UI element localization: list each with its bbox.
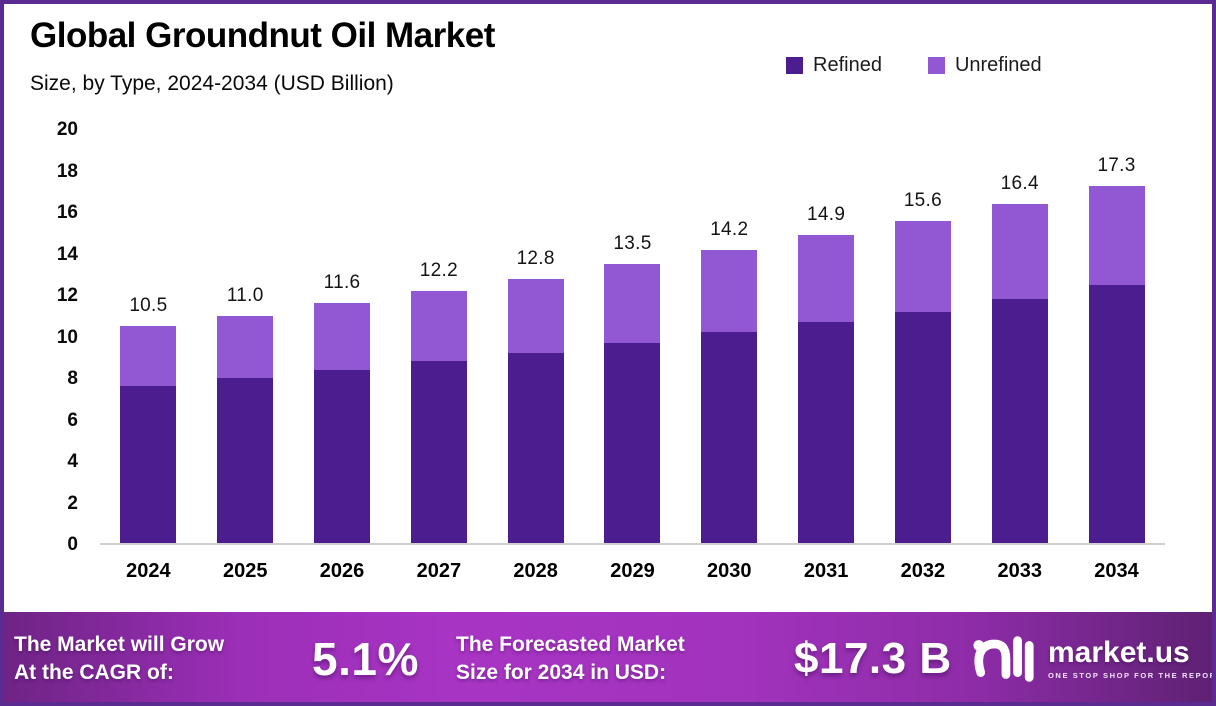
bar-segment-refined-2026 (314, 369, 371, 543)
bar-2032: 15.6 (875, 130, 972, 543)
unrefined-swatch-icon (927, 57, 945, 74)
marketus-logo: market.us ONE STOP SHOP FOR THE REPORTS (972, 632, 1216, 686)
bar-total-label-2030: 14.2 (710, 218, 749, 240)
bar-segment-unrefined-2032 (894, 220, 951, 312)
bar-total-label-2025: 11.0 (226, 284, 264, 306)
y-tick-label: 0 (67, 534, 78, 555)
x-tick-label-2030: 2030 (707, 560, 752, 582)
bar-2027: 12.2 (390, 130, 487, 543)
cagr-label-line2: At the CAGR of: (14, 661, 174, 684)
cagr-value: 5.1% (312, 633, 419, 685)
x-tick-label-2027: 2027 (416, 560, 462, 582)
y-axis: 0 2 4 6 8 10 12 14 16 18 20 (30, 119, 78, 555)
bar-segment-refined-2034 (1088, 284, 1145, 543)
bar-2033: 16.4 (971, 130, 1068, 543)
bar-segment-refined-2025 (217, 377, 274, 543)
bar-segment-unrefined-2031 (798, 235, 855, 323)
x-tick-label-2028: 2028 (513, 560, 558, 582)
logo-text-block: market.us ONE STOP SHOP FOR THE REPORTS (1048, 636, 1216, 681)
bar-segment-refined-2030 (701, 332, 758, 543)
bar-2026: 11.6 (294, 130, 391, 543)
bar-segment-refined-2024 (120, 386, 177, 543)
bar-total-label-2034: 17.3 (1097, 154, 1136, 176)
bar-total-label-2031: 14.9 (807, 204, 846, 226)
bar-segment-unrefined-2028 (507, 278, 564, 354)
plot-area: 10.5 11.0 11.6 12.2 12.8 13.5 14.2 14.9 15.6 16.4… (100, 130, 1165, 545)
y-tick-label: 4 (67, 451, 78, 472)
bar-2028: 12.8 (487, 130, 584, 543)
logo-name: market.us (1048, 636, 1190, 669)
bottom-banner: The Market will Grow At the CAGR of: 5.1… (0, 612, 1216, 706)
y-tick-label: 12 (56, 285, 78, 306)
y-tick-label: 18 (56, 160, 78, 182)
cagr-label-line1: The Market will Grow (14, 633, 225, 656)
forecast-label: The Forecasted Market Size for 2034 in U… (456, 631, 685, 687)
bars-container: 10.5 11.0 11.6 12.2 12.8 13.5 14.2 14.9 15.6 16.4… (100, 130, 1165, 543)
bar-2024: 10.5 (100, 130, 197, 543)
bar-2029: 13.5 (584, 130, 681, 543)
forecast-label-line1: The Forecasted Market (456, 633, 685, 656)
bar-segment-unrefined-2024 (120, 326, 177, 387)
y-tick-label: 2 (67, 492, 78, 514)
y-tick-label: 14 (56, 243, 78, 265)
bar-total-label-2027: 12.2 (419, 260, 458, 282)
x-tick-label-2033: 2033 (997, 560, 1042, 582)
legend-item-unrefined: Unrefined (927, 54, 1042, 77)
bar-segment-refined-2031 (798, 322, 855, 543)
bar-total-label-2026: 11.6 (323, 272, 361, 294)
x-tick-label-2032: 2032 (900, 560, 946, 582)
forecast-label-line2: Size for 2034 in USD: (456, 661, 667, 684)
bar-segment-unrefined-2027 (410, 291, 467, 362)
y-tick-label: 6 (67, 409, 78, 431)
cagr-label: The Market will Grow At the CAGR of: (14, 631, 224, 687)
bar-segment-unrefined-2026 (314, 303, 371, 370)
bar-2034: 17.3 (1068, 130, 1165, 543)
x-tick-label-2031: 2031 (803, 560, 849, 582)
bar-segment-unrefined-2029 (604, 264, 661, 343)
forecast-value: $17.3 B (794, 634, 952, 683)
bar-segment-refined-2028 (507, 353, 564, 543)
refined-swatch-icon (786, 57, 803, 74)
bar-2025: 11.0 (197, 130, 294, 543)
y-tick-label: 10 (56, 326, 78, 348)
bar-total-label-2029: 13.5 (613, 233, 652, 255)
x-tick-label-2026: 2026 (319, 560, 365, 582)
bar-segment-refined-2029 (604, 342, 661, 543)
bar-segment-refined-2033 (991, 299, 1048, 543)
x-axis: 2024 2025 2026 2027 2028 2029 2030 2031 2032 2033… (100, 560, 1165, 583)
page-subtitle: Size, by Type, 2024-2034 (USD Billion) (30, 72, 394, 95)
legend-label: Refined (813, 54, 882, 76)
y-tick-label: 20 (56, 119, 78, 140)
chart-legend: Refined Unrefined (786, 54, 1042, 77)
marketus-logo-icon (973, 636, 1034, 682)
bar-total-label-2028: 12.8 (516, 247, 555, 269)
y-tick-label: 8 (67, 368, 78, 389)
logo-tagline: ONE STOP SHOP FOR THE REPORTS (1048, 671, 1216, 680)
bar-segment-refined-2032 (894, 311, 951, 543)
y-tick-label: 16 (56, 202, 78, 223)
legend-label: Unrefined (954, 54, 1042, 76)
bar-2031: 14.9 (778, 130, 875, 543)
bar-segment-unrefined-2025 (217, 315, 274, 378)
bar-segment-unrefined-2033 (991, 204, 1048, 300)
legend-item-refined: Refined (786, 54, 882, 77)
x-tick-label-2024: 2024 (126, 560, 171, 582)
bar-total-label-2033: 16.4 (1000, 173, 1039, 195)
page-title: Global Groundnut Oil Market (30, 16, 495, 55)
bar-2030: 14.2 (681, 130, 778, 543)
bar-total-label-2032: 15.6 (903, 189, 942, 211)
bar-segment-refined-2027 (410, 361, 467, 543)
bar-segment-unrefined-2030 (701, 249, 758, 333)
bar-segment-unrefined-2034 (1088, 185, 1145, 285)
bar-total-label-2024: 10.5 (129, 295, 168, 317)
x-tick-label-2034: 2034 (1094, 560, 1139, 582)
x-tick-label-2025: 2025 (222, 560, 268, 582)
x-tick-label-2029: 2029 (610, 560, 655, 582)
